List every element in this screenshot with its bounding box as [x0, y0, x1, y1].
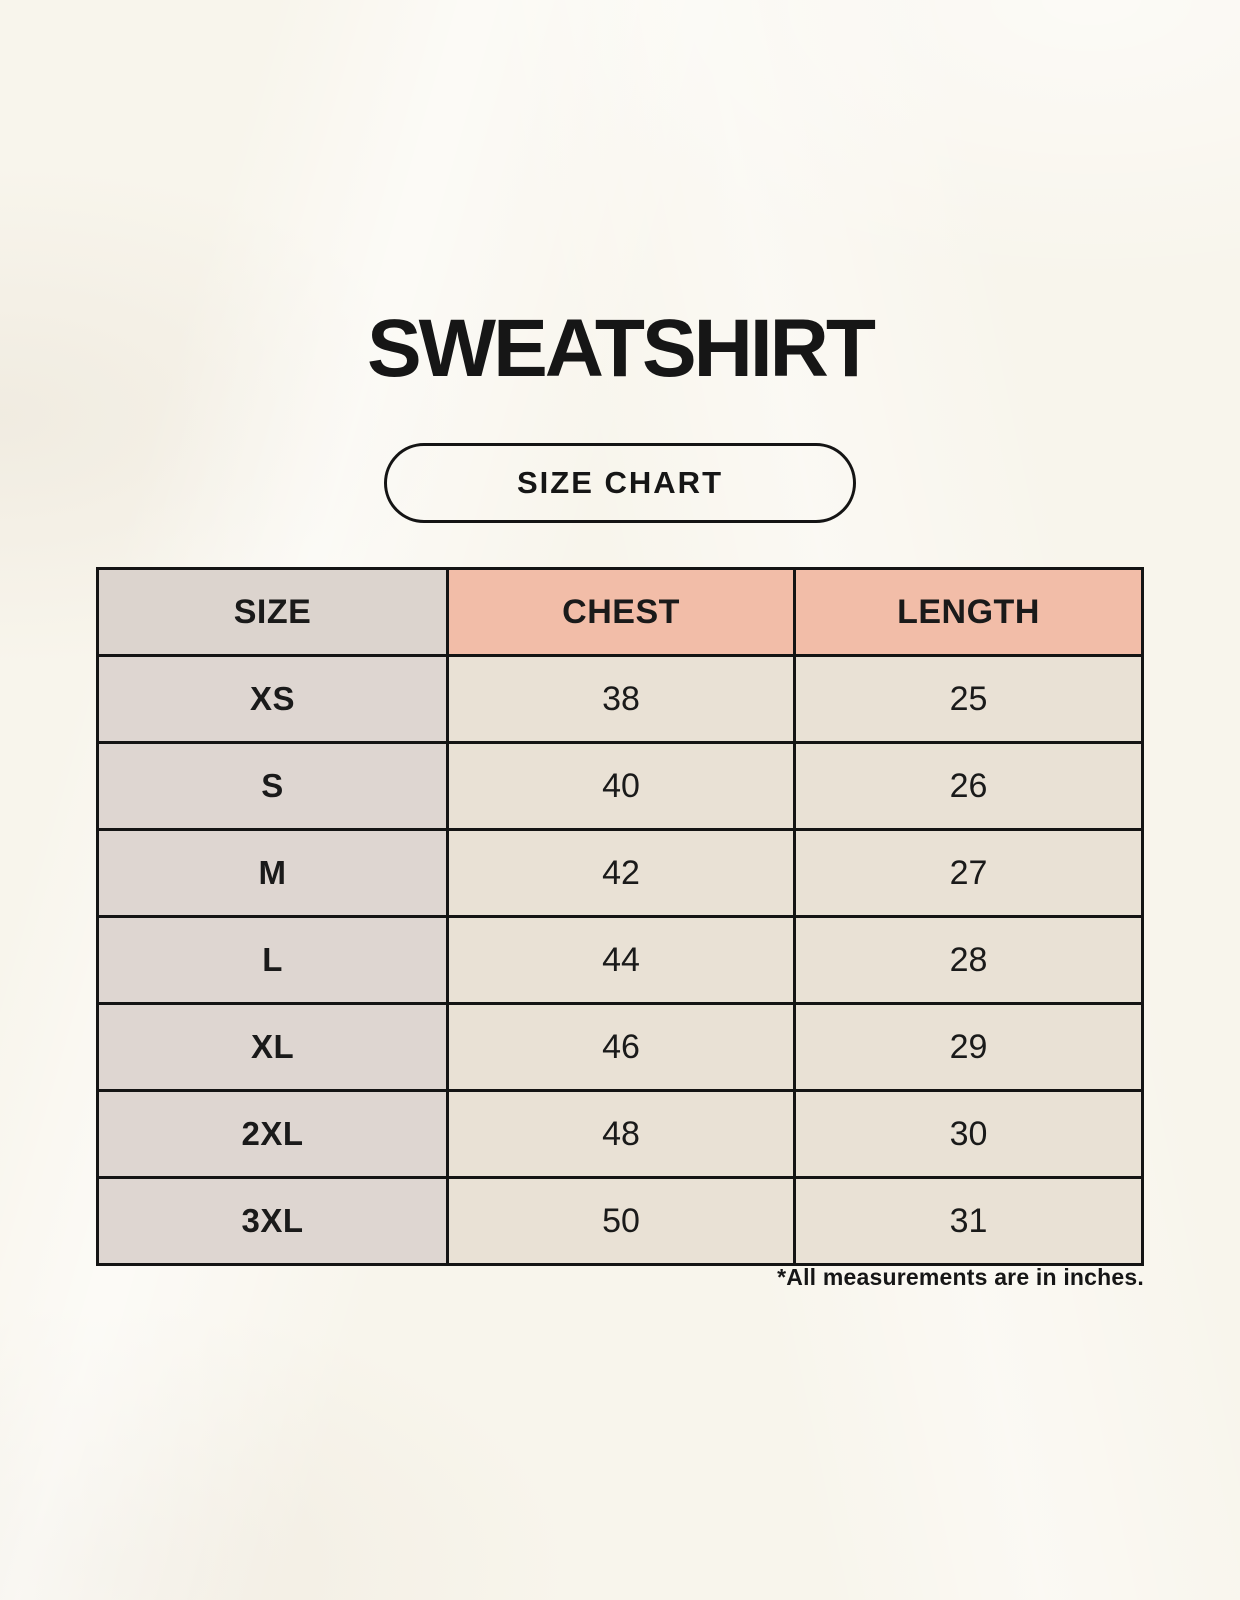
table-row: 2XL 48 30 — [95, 1089, 1144, 1179]
length-value: 30 — [793, 1089, 1144, 1179]
chest-value: 38 — [446, 654, 796, 744]
length-value: 29 — [793, 1002, 1144, 1092]
chest-value: 42 — [446, 828, 796, 918]
chest-value: 50 — [446, 1176, 796, 1266]
length-value: 25 — [793, 654, 1144, 744]
table-row: XS 38 25 — [95, 654, 1144, 744]
size-label: XS — [95, 654, 450, 744]
column-header-size: SIZE — [95, 567, 450, 657]
table-row: 3XL 50 31 — [95, 1176, 1144, 1266]
table-row: L 44 28 — [95, 915, 1144, 1005]
size-label: 3XL — [95, 1176, 450, 1266]
size-chart-button-label: SIZE CHART — [517, 465, 723, 500]
size-label: 2XL — [95, 1089, 450, 1179]
chest-value: 48 — [446, 1089, 796, 1179]
size-label: S — [95, 741, 450, 831]
page-title: SWEATSHIRT — [366, 303, 876, 394]
column-header-chest: CHEST — [446, 567, 796, 657]
size-chart-table: SIZE CHEST LENGTH XS 38 25 S 40 26 M 42 … — [95, 567, 1144, 1266]
table-row: M 42 27 — [95, 828, 1144, 918]
length-value: 26 — [793, 741, 1144, 831]
column-header-length: LENGTH — [793, 567, 1144, 657]
size-chart-button[interactable]: SIZE CHART — [384, 443, 856, 523]
chest-value: 40 — [446, 741, 796, 831]
length-value: 28 — [793, 915, 1144, 1005]
table-header-row: SIZE CHEST LENGTH — [95, 567, 1144, 657]
size-label: XL — [95, 1002, 450, 1092]
table-row: S 40 26 — [95, 741, 1144, 831]
table-row: XL 46 29 — [95, 1002, 1144, 1092]
size-label: L — [95, 915, 450, 1005]
chest-value: 44 — [446, 915, 796, 1005]
size-label: M — [95, 828, 450, 918]
length-value: 27 — [793, 828, 1144, 918]
measurements-footnote: *All measurements are in inches. — [777, 1264, 1144, 1290]
chest-value: 46 — [446, 1002, 796, 1092]
length-value: 31 — [793, 1176, 1144, 1266]
